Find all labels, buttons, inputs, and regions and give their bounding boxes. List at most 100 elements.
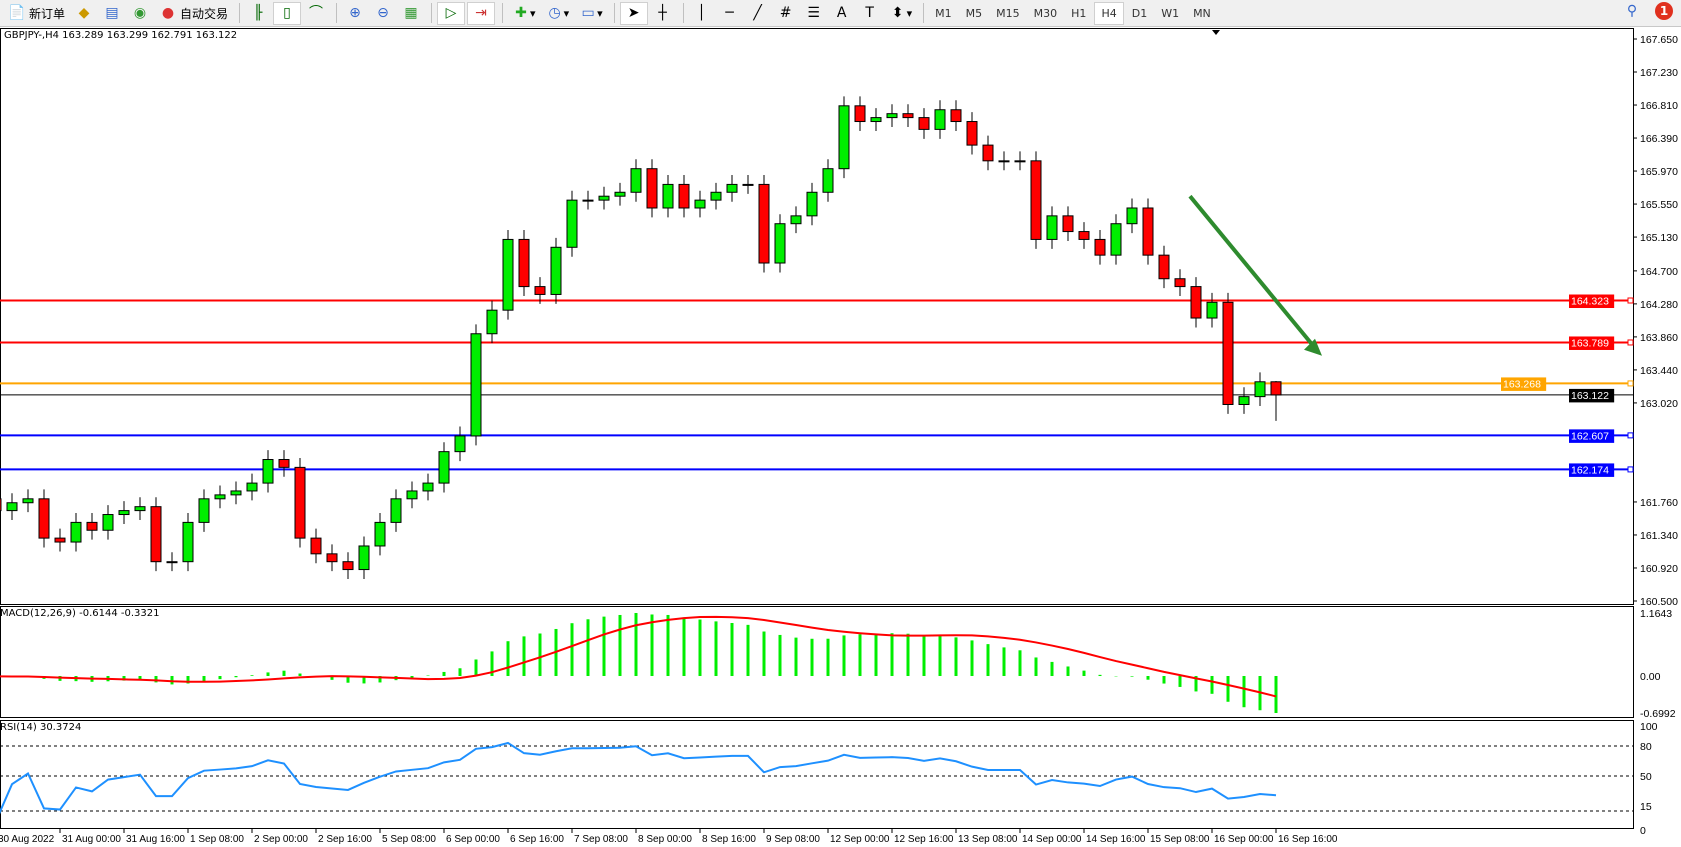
- navigator-button[interactable]: ▤: [99, 2, 125, 25]
- candle-body: [1030, 160, 1042, 240]
- candle-body: [790, 215, 802, 225]
- candle-body: [838, 105, 850, 170]
- auto-trading-button[interactable]: ● 自动交易: [155, 2, 232, 25]
- candle: [502, 229, 514, 320]
- equidistant-channel-icon: #: [779, 5, 792, 21]
- candle-body: [262, 459, 274, 484]
- cursor-button[interactable]: ➤: [619, 1, 648, 25]
- notifications-badge[interactable]: 1: [1655, 2, 1673, 20]
- candle-body: [1158, 254, 1170, 280]
- candle: [214, 485, 226, 509]
- tile-windows-button[interactable]: ▦: [398, 2, 424, 25]
- bar-chart-button[interactable]: ╟: [245, 2, 271, 25]
- timeframe-w1[interactable]: W1: [1161, 6, 1180, 20]
- timeframe-m15[interactable]: M15: [996, 6, 1020, 20]
- templates-button[interactable]: ▭ ▾: [575, 2, 607, 25]
- timeframe-m5[interactable]: M5: [965, 6, 983, 20]
- zoom-out-icon: ⊖: [377, 5, 389, 21]
- candle-body: [102, 514, 114, 531]
- macd-label: MACD(12,26,9) -0.6144 -0.3321: [0, 608, 160, 619]
- candle-body: [1238, 396, 1250, 405]
- candle: [150, 497, 162, 572]
- separator: [431, 3, 433, 23]
- price-level-label-bg: [1569, 388, 1615, 403]
- candle-body: [214, 494, 226, 500]
- candle-body: [662, 183, 674, 209]
- zoom-out-button[interactable]: ⊖: [370, 2, 396, 25]
- price-axis-label: 164.280: [1640, 299, 1678, 311]
- indicators-button[interactable]: ✚ ▾: [508, 2, 540, 25]
- rsi-axis-label: 100: [1640, 721, 1658, 733]
- price-axis-label: 165.550: [1640, 199, 1678, 211]
- candle: [758, 174, 770, 273]
- candle: [1270, 380, 1282, 421]
- candle-body: [406, 490, 418, 500]
- price-axis-label: 164.700: [1640, 266, 1678, 278]
- candle: [806, 182, 818, 226]
- candle-body: [470, 333, 482, 437]
- timeframe-h4[interactable]: H4: [1094, 1, 1124, 25]
- candle-body: [1206, 301, 1218, 319]
- time-axis-label: 16 Sep 00:00: [1214, 834, 1274, 845]
- timeframe-d1[interactable]: D1: [1131, 6, 1148, 20]
- candle-body: [38, 498, 50, 539]
- candle: [1190, 277, 1202, 328]
- horizontal-line-button[interactable]: ─: [717, 2, 743, 25]
- candle-body: [150, 506, 162, 563]
- time-axis-label: 12 Sep 00:00: [830, 834, 890, 845]
- time-axis-label: 15 Sep 08:00: [1150, 834, 1210, 845]
- periods-button[interactable]: ◷ ▾: [542, 2, 574, 25]
- time-axis-label: 14 Sep 16:00: [1086, 834, 1146, 845]
- candle: [326, 544, 338, 572]
- timeframe-h1[interactable]: H1: [1071, 6, 1087, 20]
- time-axis-label: 6 Sep 16:00: [510, 834, 564, 845]
- crosshair-button[interactable]: ┼: [650, 2, 676, 25]
- separator: [502, 3, 504, 23]
- price-level-label: 163.122: [1571, 390, 1609, 402]
- zoom-in-button[interactable]: ⊕: [342, 2, 368, 25]
- navigator-icon: ▤: [105, 5, 119, 21]
- price-axis-label: 161.340: [1640, 530, 1678, 542]
- candle: [566, 190, 578, 257]
- equidistant-channel-button[interactable]: #: [773, 2, 799, 25]
- search-icon[interactable]: ⚲: [1626, 3, 1638, 19]
- timeframe-m1[interactable]: M1: [935, 6, 952, 20]
- new-order-button[interactable]: 📄 新订单: [8, 5, 66, 21]
- price-axis-label: 160.920: [1640, 563, 1678, 575]
- line-chart-button[interactable]: ⌒: [303, 2, 329, 25]
- candle-body: [646, 168, 658, 209]
- timeframe-m30[interactable]: M30: [1033, 6, 1058, 20]
- arrows-button[interactable]: ⬍ ▾: [885, 2, 917, 25]
- text-label-button[interactable]: T: [857, 2, 883, 25]
- price-level-label-bg: [1569, 463, 1615, 477]
- candle-body: [742, 183, 754, 186]
- timeframe-mn[interactable]: MN: [1193, 6, 1211, 20]
- candle-body: [1254, 381, 1266, 398]
- text-button[interactable]: A: [829, 2, 855, 25]
- level-handle: [1627, 432, 1634, 439]
- candle-body: [982, 144, 994, 162]
- time-axis-label: 7 Sep 08:00: [574, 834, 628, 845]
- candle: [1014, 151, 1026, 171]
- candle: [966, 112, 978, 155]
- price-chart[interactable]: 167.650 167.230 166.810 166.390 165.970 165.5…: [0, 28, 1681, 847]
- market-watch-button[interactable]: ◆: [71, 2, 97, 25]
- chart-shift-button[interactable]: ⇥: [467, 1, 496, 25]
- auto-scroll-button[interactable]: ▷: [437, 1, 466, 25]
- candlestick-button[interactable]: ▯: [273, 1, 302, 25]
- candle: [598, 186, 610, 210]
- candle-body: [550, 246, 562, 295]
- level-handle: [1627, 380, 1634, 387]
- templates-icon: ▭: [581, 5, 595, 21]
- trendline-button[interactable]: ╱: [745, 2, 771, 25]
- periods-icon: ◷: [548, 5, 561, 21]
- candle-body: [246, 482, 258, 492]
- candle-body: [534, 286, 546, 295]
- fibonacci-button[interactable]: ☰: [801, 2, 827, 25]
- candle: [294, 457, 306, 548]
- signals-button[interactable]: ◉: [127, 2, 153, 25]
- candle-body: [902, 113, 914, 119]
- time-axis-label: 16 Sep 16:00: [1278, 834, 1338, 845]
- candle-body: [1094, 238, 1106, 256]
- vertical-line-button[interactable]: │: [689, 2, 715, 25]
